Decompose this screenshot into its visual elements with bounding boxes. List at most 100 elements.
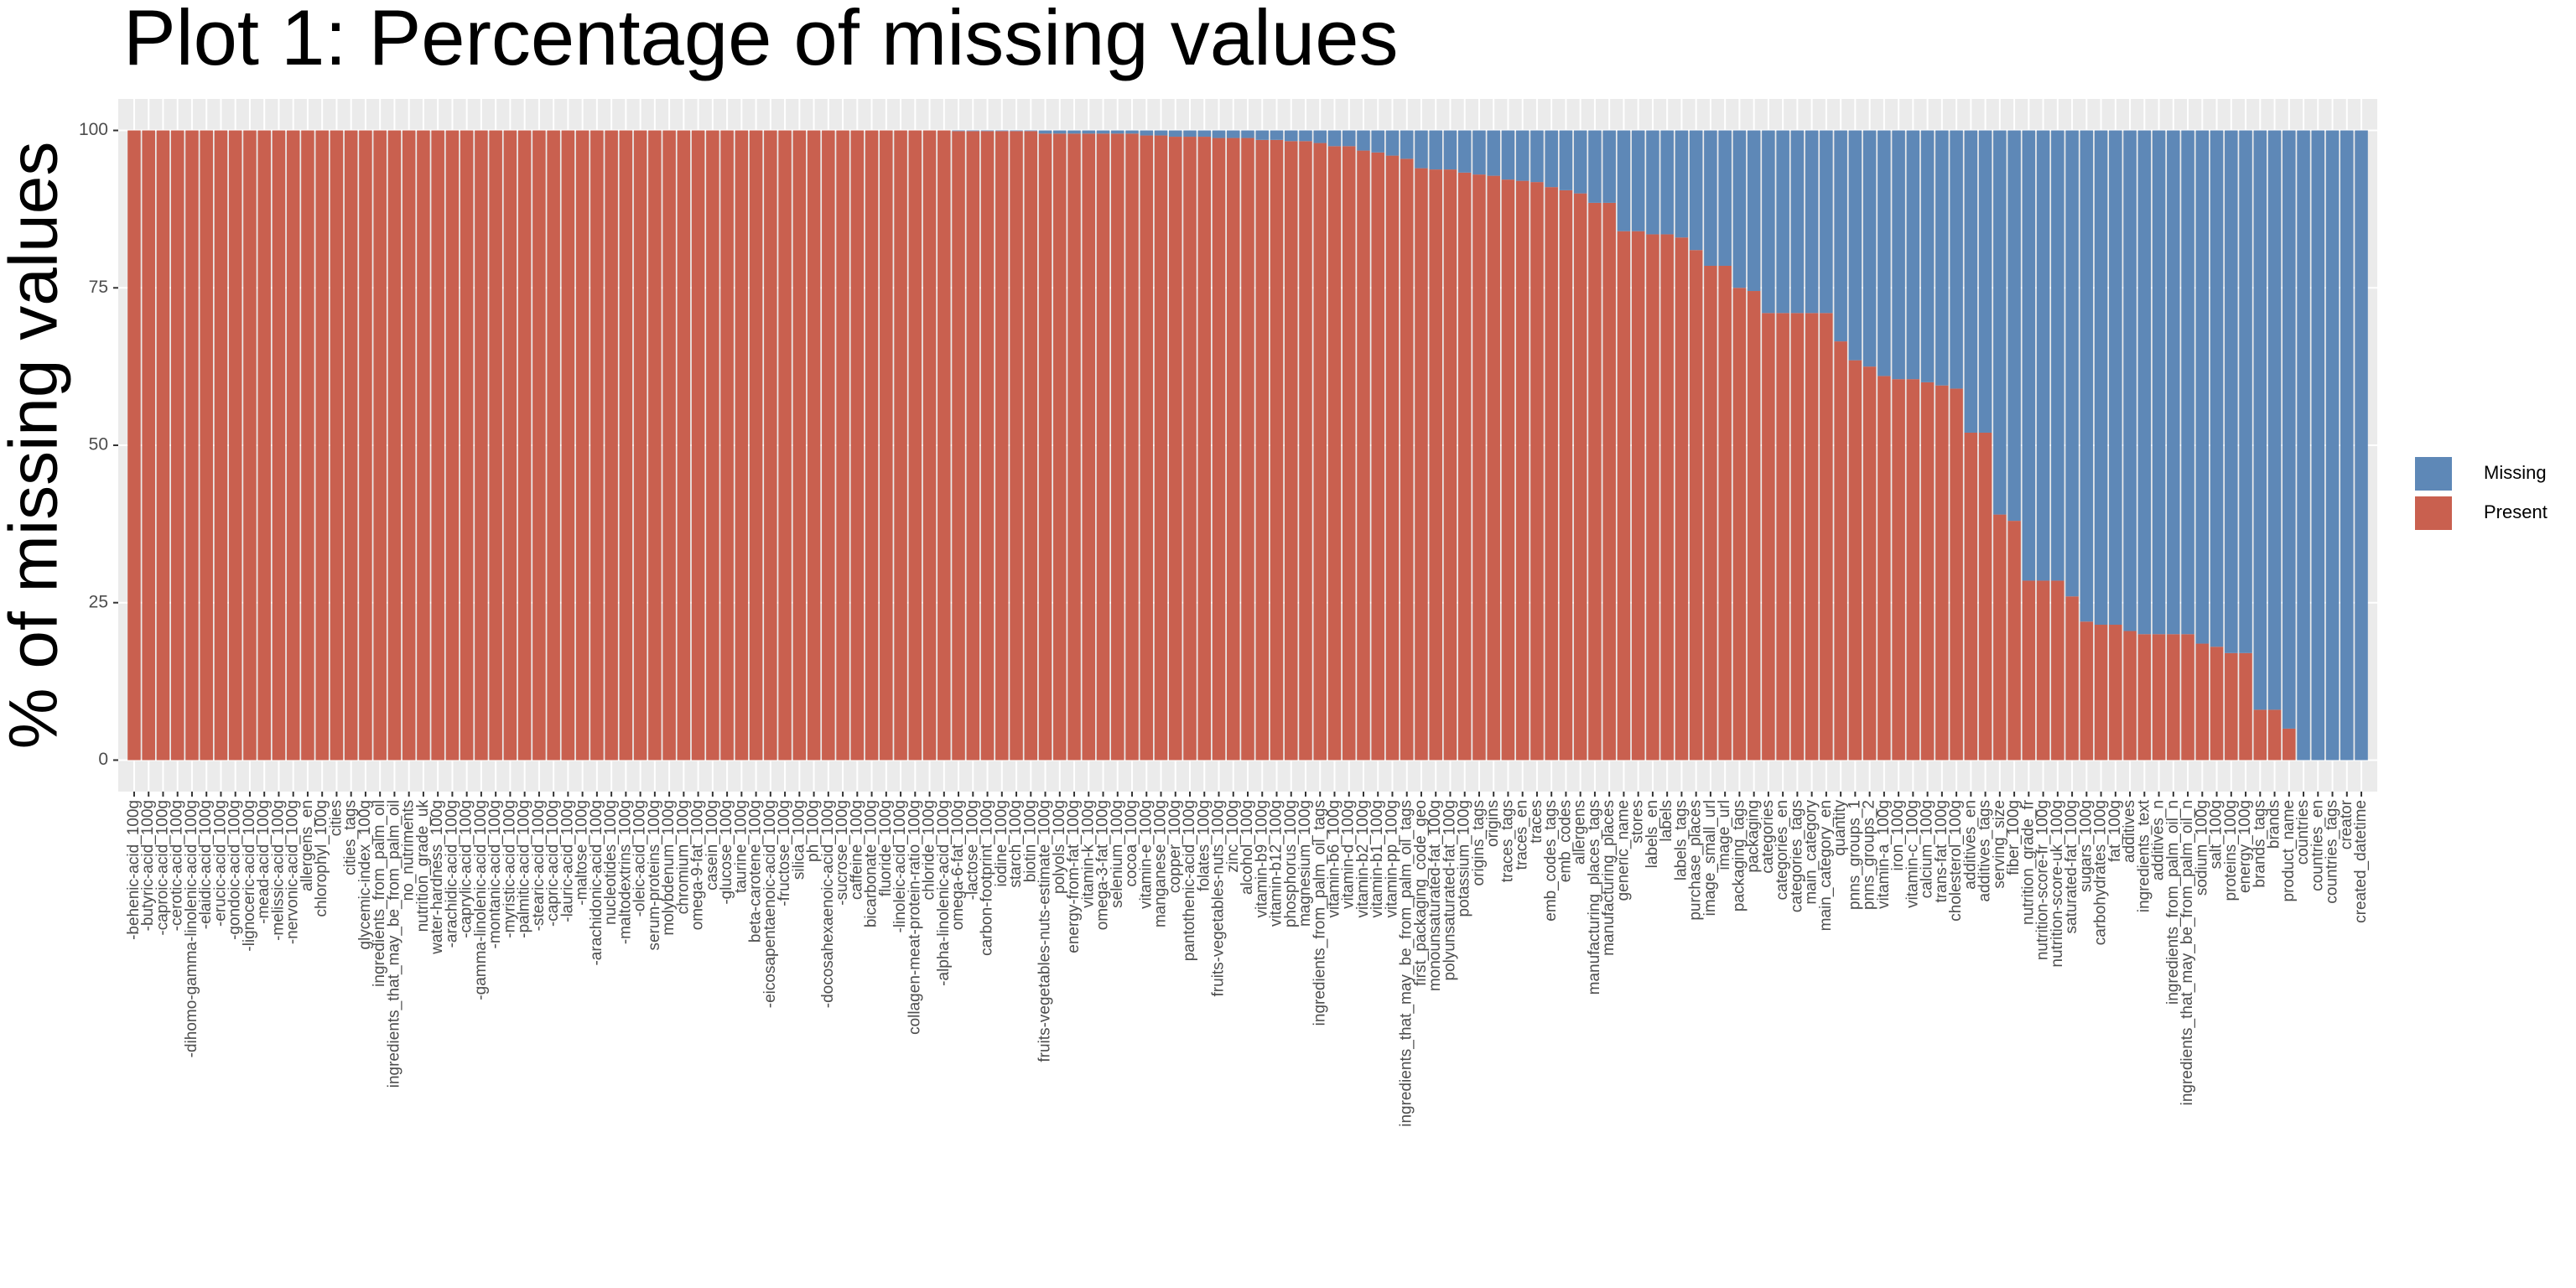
x-tick-label: ingredients_from_palm_oil_n — [2164, 800, 2182, 1005]
bar-segment — [908, 130, 922, 761]
bar-segment — [880, 130, 893, 761]
bar-segment — [1964, 130, 1978, 433]
x-tick-label: carbohydrates_100g — [2092, 800, 2110, 945]
x-tick-label: brands_tags — [2251, 800, 2268, 888]
bar-segment — [1978, 130, 1992, 433]
bar-segment — [2051, 130, 2064, 581]
bar-segment — [1313, 130, 1327, 143]
x-tick-label: folates_100g — [1195, 800, 1213, 891]
x-tick-label: proteins_100g — [2222, 800, 2240, 901]
bar-segment — [445, 130, 460, 761]
x-tick-label: omega-3-fat_100g — [1094, 800, 1112, 930]
bar-segment — [1284, 141, 1298, 761]
bar-segment — [1805, 313, 1819, 761]
bar-segment — [2080, 621, 2094, 761]
x-tick-label: vitamin-e_100g — [1137, 800, 1155, 909]
bar-segment — [1385, 130, 1400, 156]
bar-segment — [1082, 130, 1096, 134]
bar-segment — [1920, 382, 1935, 761]
bar-segment — [1820, 130, 1833, 314]
x-tick-label: ingredients_that_may_be_from_palm_oil_ta… — [1398, 800, 1415, 1127]
bar-segment — [1530, 182, 1544, 761]
bar-segment — [2210, 647, 2224, 761]
x-tick-label: ingredients_text — [2135, 799, 2153, 912]
bar-segment — [1689, 130, 1703, 251]
x-tick-label: manganese_100g — [1152, 800, 1170, 927]
x-tick-label: fat_100g — [2106, 800, 2124, 862]
bar-segment — [2065, 130, 2079, 597]
bar-segment — [2283, 130, 2296, 729]
x-tick-label: cities — [327, 800, 345, 836]
bar-segment — [1183, 130, 1197, 138]
bar-segment — [1096, 130, 1110, 134]
bar-segment — [1834, 130, 1847, 342]
bar-segment — [1024, 131, 1038, 761]
x-tick-label: nutrition_grade_fr — [2019, 799, 2037, 925]
x-tick-label: energy_100g — [2236, 800, 2254, 893]
x-tick-label: -erucic-acid_100g — [211, 800, 229, 927]
bar-segment — [1371, 130, 1384, 153]
bar-segment — [1790, 130, 1805, 314]
x-tick-label: countries_tags — [2324, 800, 2341, 904]
bar-segment — [1038, 130, 1052, 134]
x-tick-label: packaging — [1745, 800, 1763, 873]
x-tick-label: -lactose_100g — [963, 800, 981, 900]
bar-segment — [1790, 313, 1805, 761]
bar-segment — [2297, 130, 2310, 761]
bar-segment — [489, 130, 502, 761]
x-tick-label: labels_en — [1644, 800, 1661, 868]
bar-segment — [1530, 130, 1544, 183]
x-tick-label: labels_tags — [1672, 800, 1690, 880]
bar-segment — [619, 130, 633, 761]
x-tick-label: categories — [1759, 800, 1777, 874]
x-tick-label: -arachidonic-acid_100g — [588, 800, 605, 966]
x-tick-label: saturated-fat_100g — [2063, 800, 2080, 934]
x-tick-label: -myristic-acid_100g — [501, 800, 518, 938]
bar-segment — [1241, 138, 1254, 761]
x-tick-label: quantity — [1831, 800, 1849, 856]
x-tick-label: potassium_100g — [1456, 800, 1473, 917]
x-tick-label: energy-from-fat_100g — [1065, 800, 1083, 953]
bar-segment — [1270, 139, 1284, 761]
x-tick-label: -fructose_100g — [776, 800, 793, 906]
x-tick-label: traces_en — [1514, 800, 1531, 870]
bar-segment — [1140, 135, 1154, 761]
bar-segment — [1429, 130, 1442, 170]
bar-segment — [1877, 376, 1891, 761]
bar-segment — [2239, 652, 2252, 761]
bar-segment — [1183, 137, 1197, 761]
bar-segment — [995, 130, 1009, 132]
x-tick-label: caffeine_100g — [848, 800, 865, 900]
y-tick-label: 100 — [79, 120, 108, 139]
bar-segment — [1429, 169, 1442, 761]
bar-segment — [995, 131, 1009, 761]
x-tick-label: vitamin-b2_100g — [1354, 800, 1372, 917]
bar-segment — [1935, 385, 1949, 761]
bar-segment — [2210, 130, 2224, 647]
x-tick-label: vitamin-b6_100g — [1325, 800, 1343, 917]
x-tick-label: vitamin-b1_100g — [1368, 800, 1386, 917]
bar-segment — [475, 130, 488, 761]
bar-segment — [1631, 231, 1645, 761]
bar-segment — [1906, 379, 1920, 761]
x-tick-label: vitamin-k_100g — [1079, 800, 1097, 908]
x-tick-label: packaging_tags — [1730, 800, 1748, 911]
x-tick-label: nutrition_grade_uk — [414, 800, 432, 932]
bar-segment — [1617, 130, 1631, 231]
x-tick-label: molybdenum_100g — [660, 800, 678, 936]
x-tick-label: emb_codes_tags — [1542, 800, 1560, 922]
bar-segment — [1270, 130, 1284, 140]
bar-segment — [1357, 130, 1370, 151]
x-tick-label: product_name — [2280, 800, 2298, 901]
x-tick-label: collagen-meat-protein-ratio_100g — [906, 800, 923, 1035]
x-tick-label: chromium_100g — [674, 800, 692, 914]
x-tick-label: selenium_100g — [1109, 800, 1126, 908]
bar-segment — [1950, 388, 1963, 761]
legend-label: Missing — [2484, 462, 2547, 483]
x-tick-label: additives_en — [1961, 800, 1979, 890]
bar-segment — [1154, 130, 1168, 136]
bar-segment — [720, 130, 734, 761]
x-tick-label: carbon-footprint_100g — [979, 800, 996, 956]
x-tick-label: -behenic-acid_100g — [125, 800, 143, 940]
bar-segment — [952, 131, 965, 761]
